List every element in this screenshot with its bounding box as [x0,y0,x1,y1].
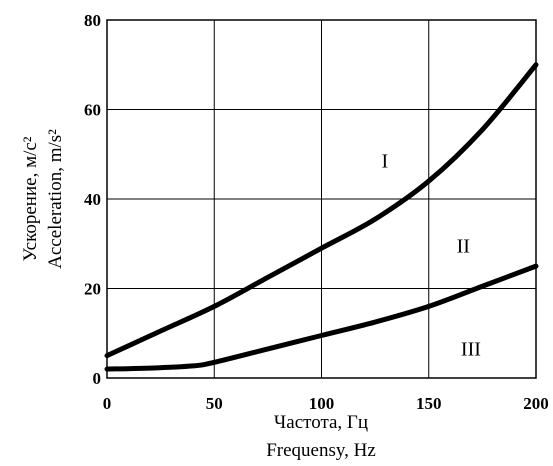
x-tick-labels: 0 50 100 150 200 [103,394,549,413]
y-axis-title-line2: Acceleration, m/s² [45,129,66,269]
y-tick-label: 0 [93,369,102,388]
y-tick-label: 40 [84,190,101,209]
x-tick-label: 100 [309,394,335,413]
x-tick-label: 200 [523,394,549,413]
grid [107,20,536,378]
y-tick-label: 60 [84,101,101,120]
series-line-1 [104,62,539,359]
y-tick-labels: 0 20 40 60 80 [84,11,101,388]
curve-label: II [457,236,470,258]
series-line-2 [104,263,539,372]
curve-label: III [461,339,481,361]
y-tick-label: 80 [84,11,101,30]
curve-label: I [382,151,389,173]
x-axis-title-line1: Частота, Гц [274,412,368,433]
y-axis-title-line1: Ускорение, м/с² [20,136,41,261]
x-tick-label: 150 [416,394,442,413]
x-axis-title-line2: Frequensy, Hz [266,440,376,461]
plot-frame [106,19,537,379]
x-tick-label: 50 [206,394,223,413]
y-tick-label: 20 [84,280,101,299]
x-tick-label: 0 [103,394,112,413]
series-layer [104,62,539,372]
